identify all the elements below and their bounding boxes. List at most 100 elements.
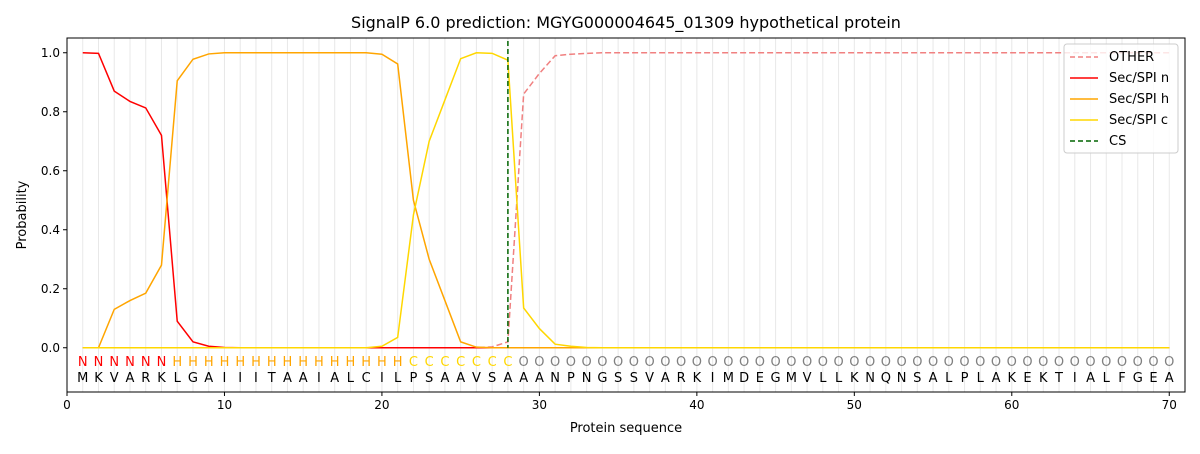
region-label: H bbox=[377, 355, 387, 370]
region-label: O bbox=[597, 355, 607, 370]
region-label: O bbox=[519, 355, 529, 370]
region-label: O bbox=[975, 355, 985, 370]
region-label: O bbox=[770, 355, 780, 370]
legend-label: Sec/SPI h bbox=[1109, 92, 1169, 107]
region-label: O bbox=[1007, 355, 1017, 370]
y-tick-label: 0.2 bbox=[41, 282, 60, 296]
region-label: C bbox=[425, 355, 434, 370]
region-label: H bbox=[267, 355, 277, 370]
region-label: O bbox=[1164, 355, 1174, 370]
region-label: N bbox=[109, 355, 119, 370]
region-label: O bbox=[739, 355, 749, 370]
region-label: O bbox=[1101, 355, 1111, 370]
region-label: O bbox=[818, 355, 828, 370]
region-label: O bbox=[629, 355, 639, 370]
region-label: O bbox=[566, 355, 576, 370]
region-label: C bbox=[409, 355, 418, 370]
region-label: O bbox=[1133, 355, 1143, 370]
region-label: H bbox=[188, 355, 198, 370]
region-label: C bbox=[440, 355, 449, 370]
region-label: O bbox=[928, 355, 938, 370]
region-label: O bbox=[645, 355, 655, 370]
region-label: H bbox=[204, 355, 214, 370]
region-label: O bbox=[1148, 355, 1158, 370]
region-label: O bbox=[660, 355, 670, 370]
region-label: H bbox=[251, 355, 261, 370]
region-label: O bbox=[723, 355, 733, 370]
region-label: O bbox=[707, 355, 717, 370]
y-tick-label: 0.6 bbox=[41, 164, 60, 178]
x-tick-label: 0 bbox=[63, 398, 71, 412]
y-tick-label: 0.4 bbox=[41, 223, 60, 237]
region-label: O bbox=[786, 355, 796, 370]
region-label: O bbox=[550, 355, 560, 370]
region-label: H bbox=[235, 355, 245, 370]
region-label: H bbox=[298, 355, 308, 370]
x-axis-label: Protein sequence bbox=[570, 421, 682, 436]
x-tick-label: 60 bbox=[1004, 398, 1019, 412]
region-label: O bbox=[1038, 355, 1048, 370]
region-label: O bbox=[896, 355, 906, 370]
region-label: O bbox=[959, 355, 969, 370]
region-label: H bbox=[346, 355, 356, 370]
region-label: N bbox=[125, 355, 135, 370]
region-label: H bbox=[283, 355, 293, 370]
region-label: H bbox=[220, 355, 230, 370]
region-label: H bbox=[330, 355, 340, 370]
region-label: O bbox=[865, 355, 875, 370]
region-label: O bbox=[849, 355, 859, 370]
region-label: N bbox=[94, 355, 104, 370]
region-label: O bbox=[1070, 355, 1080, 370]
x-tick-label: 20 bbox=[374, 398, 389, 412]
region-label: O bbox=[613, 355, 623, 370]
x-tick-label: 40 bbox=[689, 398, 704, 412]
region-label: N bbox=[141, 355, 151, 370]
region-label: O bbox=[582, 355, 592, 370]
y-axis-label: Probability bbox=[15, 180, 30, 249]
region-label: O bbox=[1117, 355, 1127, 370]
region-label: C bbox=[472, 355, 481, 370]
series-line-other bbox=[82, 52, 1170, 349]
region-label: N bbox=[157, 355, 167, 370]
series-line-sec-spi-c bbox=[82, 51, 1170, 349]
legend-label: Sec/SPI n bbox=[1109, 71, 1169, 86]
region-label: H bbox=[361, 355, 371, 370]
region-label: O bbox=[676, 355, 686, 370]
x-tick-label: 10 bbox=[217, 398, 232, 412]
y-tick-label: 1.0 bbox=[41, 46, 60, 60]
series-line-sec-spi-n bbox=[82, 52, 1170, 349]
residue-sequence: MKVARKLGAIIITAAIALCILPSAAVSAAANPNGSSVARK… bbox=[77, 371, 1174, 386]
region-label: H bbox=[393, 355, 403, 370]
region-label: C bbox=[456, 355, 465, 370]
region-label: O bbox=[833, 355, 843, 370]
region-label: O bbox=[991, 355, 1001, 370]
x-tick-label: 50 bbox=[847, 398, 862, 412]
series-line-sec-spi-h bbox=[82, 52, 1170, 349]
legend-label: CS bbox=[1109, 134, 1126, 149]
legend-label: OTHER bbox=[1109, 50, 1154, 65]
region-label: H bbox=[314, 355, 324, 370]
region-label: O bbox=[881, 355, 891, 370]
y-tick-label: 0.8 bbox=[41, 105, 60, 119]
region-label: O bbox=[1054, 355, 1064, 370]
region-label: O bbox=[755, 355, 765, 370]
region-label: O bbox=[1022, 355, 1032, 370]
region-label: O bbox=[692, 355, 702, 370]
x-tick-label: 70 bbox=[1162, 398, 1177, 412]
region-label: O bbox=[944, 355, 954, 370]
region-label: O bbox=[534, 355, 544, 370]
region-label: O bbox=[802, 355, 812, 370]
y-tick-label: 0.0 bbox=[41, 341, 60, 355]
region-label: H bbox=[172, 355, 182, 370]
chart-title: SignalP 6.0 prediction: MGYG000004645_01… bbox=[351, 13, 901, 33]
region-label: C bbox=[488, 355, 497, 370]
region-label: C bbox=[503, 355, 512, 370]
legend-label: Sec/SPI c bbox=[1109, 113, 1168, 128]
region-label: O bbox=[1085, 355, 1095, 370]
legend-box bbox=[1063, 43, 1179, 154]
plot-frame bbox=[66, 37, 1186, 393]
region-label: O bbox=[912, 355, 922, 370]
x-tick-label: 30 bbox=[532, 398, 547, 412]
region-label: N bbox=[78, 355, 88, 370]
